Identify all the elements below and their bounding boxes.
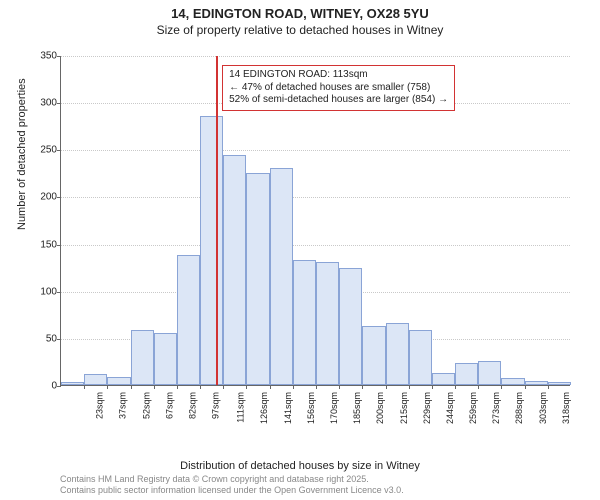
histogram-bar [177, 255, 200, 385]
xtick-mark [200, 385, 201, 389]
xtick-mark [525, 385, 526, 389]
ytick-label: 50 [31, 333, 57, 344]
xtick-mark [246, 385, 247, 389]
xtick-label: 82sqm [187, 392, 197, 419]
ytick-label: 150 [31, 239, 57, 250]
histogram-bar [223, 155, 246, 385]
ytick-label: 200 [31, 192, 57, 203]
attribution-footer: Contains HM Land Registry data © Crown c… [60, 474, 404, 497]
histogram-bar [525, 381, 548, 385]
histogram-bar [107, 377, 130, 385]
ytick-label: 100 [31, 286, 57, 297]
xtick-label: 273sqm [491, 392, 501, 424]
xtick-mark [270, 385, 271, 389]
xtick-label: 156sqm [306, 392, 316, 424]
xtick-mark [84, 385, 85, 389]
xtick-label: 215sqm [399, 392, 409, 424]
y-axis-title: Number of detached properties [16, 78, 28, 230]
xtick-mark [501, 385, 502, 389]
histogram-bar [200, 116, 223, 385]
histogram-bar [432, 373, 455, 385]
xtick-label: 37sqm [118, 392, 128, 419]
xtick-mark [386, 385, 387, 389]
xtick-label: 97sqm [211, 392, 221, 419]
xtick-mark [362, 385, 363, 389]
xtick-label: 185sqm [352, 392, 362, 424]
gridline-h [61, 197, 570, 198]
ytick-mark [57, 56, 61, 57]
chart-title-line2: Size of property relative to detached ho… [0, 23, 600, 37]
histogram-bar [409, 330, 432, 385]
plot-area: 05010015020025030035023sqm37sqm52sqm67sq… [60, 56, 570, 386]
footer-line1: Contains HM Land Registry data © Crown c… [60, 474, 404, 485]
chart-area: 05010015020025030035023sqm37sqm52sqm67sq… [54, 52, 570, 422]
chart-title-line1: 14, EDINGTON ROAD, WITNEY, OX28 5YU [0, 6, 600, 21]
ytick-label: 0 [31, 381, 57, 392]
ytick-mark [57, 197, 61, 198]
xtick-label: 141sqm [283, 392, 293, 424]
ytick-label: 300 [31, 98, 57, 109]
histogram-bar [455, 363, 478, 385]
histogram-bar [154, 333, 177, 385]
histogram-bar [246, 173, 269, 385]
xtick-label: 318sqm [561, 392, 571, 424]
ytick-mark [57, 386, 61, 387]
x-axis-title: Distribution of detached houses by size … [0, 460, 600, 472]
xtick-label: 288sqm [514, 392, 524, 424]
ytick-label: 350 [31, 51, 57, 62]
annotation-line: 52% of semi-detached houses are larger (… [229, 94, 448, 107]
chart-title-block: 14, EDINGTON ROAD, WITNEY, OX28 5YU Size… [0, 0, 600, 37]
ytick-mark [57, 339, 61, 340]
histogram-bar [362, 326, 385, 385]
gridline-h [61, 150, 570, 151]
annotation-line: ← 47% of detached houses are smaller (75… [229, 82, 448, 95]
property-marker-line [216, 56, 218, 385]
xtick-mark [455, 385, 456, 389]
histogram-bar [61, 382, 84, 385]
xtick-mark [293, 385, 294, 389]
footer-line2: Contains public sector information licen… [60, 485, 404, 496]
xtick-label: 67sqm [164, 392, 174, 419]
xtick-mark [548, 385, 549, 389]
histogram-bar [84, 374, 107, 385]
xtick-label: 111sqm [236, 392, 246, 423]
xtick-mark [131, 385, 132, 389]
xtick-label: 170sqm [329, 392, 339, 424]
xtick-label: 126sqm [259, 392, 269, 424]
xtick-label: 23sqm [95, 392, 105, 419]
histogram-bar [478, 361, 501, 385]
histogram-bar [270, 168, 293, 385]
gridline-h [61, 245, 570, 246]
histogram-bar [131, 330, 154, 385]
histogram-bar [501, 378, 524, 385]
xtick-mark [177, 385, 178, 389]
xtick-mark [432, 385, 433, 389]
ytick-mark [57, 245, 61, 246]
xtick-mark [154, 385, 155, 389]
xtick-label: 259sqm [468, 392, 478, 424]
xtick-mark [223, 385, 224, 389]
ytick-label: 250 [31, 145, 57, 156]
gridline-h [61, 56, 570, 57]
xtick-label: 303sqm [538, 392, 548, 424]
ytick-mark [57, 150, 61, 151]
histogram-bar [386, 323, 409, 385]
ytick-mark [57, 103, 61, 104]
annotation-line: 14 EDINGTON ROAD: 113sqm [229, 69, 448, 82]
xtick-label: 244sqm [445, 392, 455, 424]
xtick-label: 200sqm [375, 392, 385, 424]
xtick-mark [316, 385, 317, 389]
ytick-mark [57, 292, 61, 293]
xtick-mark [478, 385, 479, 389]
xtick-mark [107, 385, 108, 389]
xtick-mark [409, 385, 410, 389]
xtick-label: 52sqm [141, 392, 151, 419]
property-annotation: 14 EDINGTON ROAD: 113sqm← 47% of detache… [222, 65, 455, 111]
histogram-bar [548, 382, 571, 385]
histogram-bar [339, 268, 362, 385]
xtick-label: 229sqm [422, 392, 432, 424]
histogram-bar [293, 260, 316, 385]
histogram-bar [316, 262, 339, 385]
xtick-mark [339, 385, 340, 389]
